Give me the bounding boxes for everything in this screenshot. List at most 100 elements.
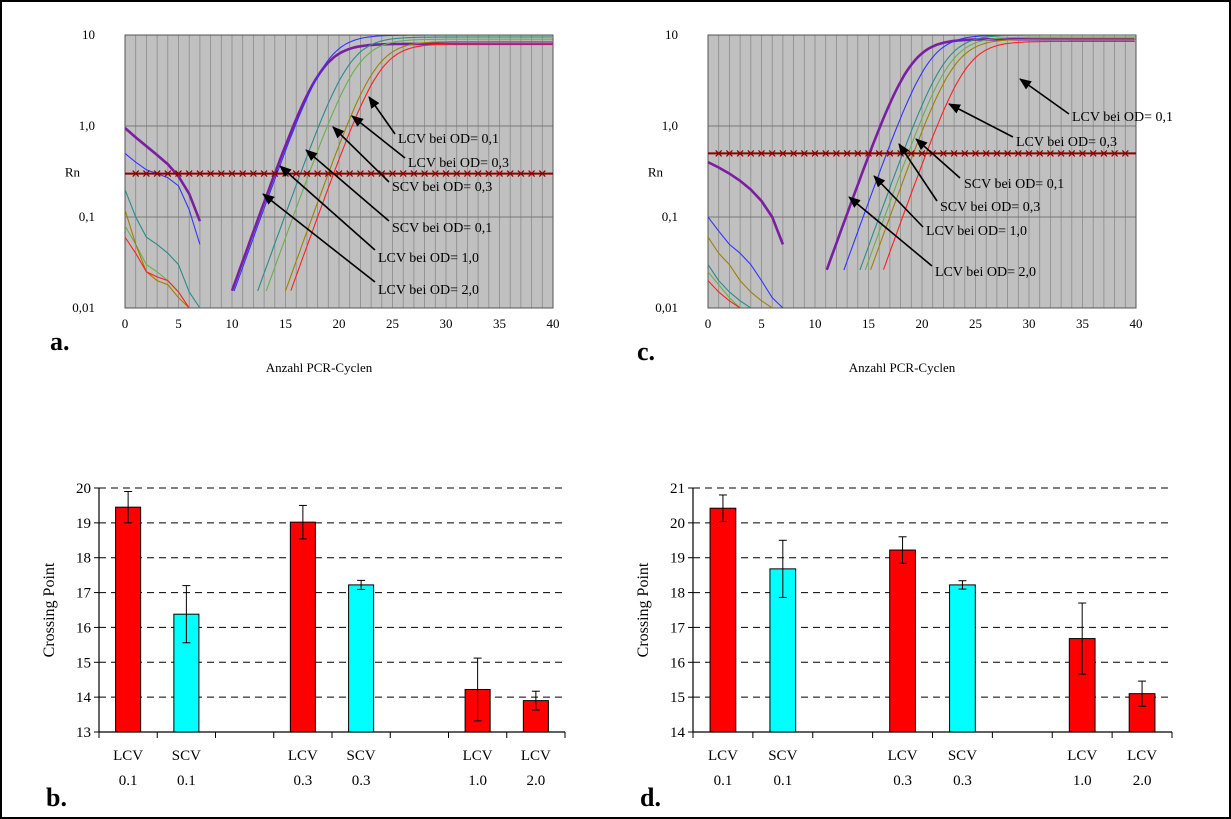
threshold-marker [239, 170, 247, 178]
x-tick-label: 5 [175, 316, 182, 331]
threshold-marker [153, 170, 161, 178]
plot-border [124, 34, 554, 309]
threshold-marker [367, 170, 375, 178]
threshold-marker [918, 149, 926, 157]
threshold-marker [399, 170, 407, 178]
annotation-arrow [1019, 78, 1070, 115]
threshold-marker [442, 170, 450, 178]
threshold-marker [196, 170, 204, 178]
threshold-marker [1036, 149, 1044, 157]
threshold-marker [496, 170, 503, 178]
threshold-marker [1057, 149, 1065, 157]
x-tick-label: 10 [226, 316, 239, 331]
annotation-arrow [305, 149, 390, 222]
annotation-arrow [279, 165, 376, 251]
category-value: 0.3 [893, 773, 912, 789]
y-tick-label: 14 [670, 725, 686, 741]
category-label: LCV [1127, 748, 1157, 764]
x-tick-label: 15 [279, 316, 292, 331]
threshold-marker [463, 170, 471, 178]
threshold-marker [1014, 149, 1022, 157]
x-tick-label: 40 [1130, 316, 1143, 331]
y-tick-label: 1,0 [79, 118, 95, 133]
threshold-marker [982, 149, 990, 157]
threshold-marker [800, 149, 808, 157]
threshold-marker [993, 149, 1001, 157]
x-tick-label: 35 [493, 316, 506, 331]
threshold-marker [506, 170, 514, 178]
threshold-marker [1068, 149, 1076, 157]
category-label: LCV [463, 748, 493, 764]
annotation-label: LCV bei OD= 2,0 [935, 265, 1036, 280]
annotation-label: LCV bei OD= 0,1 [1072, 110, 1173, 125]
annotation-label: LCV bei OD= 0,3 [1016, 135, 1117, 150]
annotation-label: LCV bei OD= 0,1 [398, 132, 499, 147]
y-tick-label: 16 [670, 655, 686, 671]
category-value: 2.0 [527, 773, 546, 789]
threshold-marker [1111, 149, 1119, 157]
curve-early-segment [125, 152, 201, 245]
panel-label: a. [50, 327, 70, 356]
category-value: 0.3 [294, 773, 313, 789]
category-label: SCV [172, 748, 201, 764]
annotation-label: SCV bei OD= 0,1 [392, 221, 492, 236]
category-value: 2.0 [1133, 773, 1152, 789]
annotation-arrow [332, 126, 390, 183]
category-label: SCV [347, 748, 376, 764]
category-value: 0.1 [714, 773, 733, 789]
category-label: LCV [521, 748, 551, 764]
threshold-marker [961, 149, 969, 157]
threshold-marker [843, 149, 851, 157]
bar [115, 506, 142, 733]
category-value: 0.1 [773, 773, 792, 789]
threshold-marker [972, 149, 979, 157]
y-tick-label: 20 [670, 516, 685, 532]
threshold-marker [1046, 149, 1054, 157]
y-tick-label: 16 [76, 620, 92, 636]
y-tick-label: 17 [670, 620, 686, 636]
threshold-marker [822, 149, 830, 157]
threshold-marker [164, 170, 172, 178]
y-tick-label: 10 [82, 27, 95, 42]
threshold-marker [865, 149, 872, 157]
threshold-marker [758, 149, 765, 157]
amplification-curve [284, 40, 553, 291]
x-tick-label: 30 [1023, 316, 1036, 331]
annotation-arrow [898, 143, 938, 202]
threshold-marker [886, 149, 894, 157]
x-tick-label: 10 [809, 316, 822, 331]
threshold-marker [907, 149, 915, 157]
annotation-label: SCV bei OD= 0,3 [940, 200, 1040, 215]
category-value: 1.0 [1073, 773, 1092, 789]
bar [348, 584, 375, 733]
panel-label: c. [637, 337, 655, 366]
threshold-marker [1004, 149, 1012, 157]
threshold-marker [271, 170, 279, 178]
threshold-marker [207, 170, 215, 178]
annotation-arrow [948, 103, 1014, 138]
threshold-marker [1089, 149, 1097, 157]
threshold-marker [1100, 149, 1108, 157]
annotation-label: LCV bei OD= 2,0 [378, 283, 479, 298]
amplification-curve [870, 38, 1136, 270]
y-tick-label: 18 [670, 586, 685, 602]
y-tick-label: 15 [76, 655, 91, 671]
threshold-marker [528, 170, 536, 178]
curve-early-segment [125, 189, 201, 308]
annotation-arrow [368, 96, 396, 135]
threshold-marker [142, 170, 150, 178]
x-tick-label: 35 [1076, 316, 1089, 331]
panel-label: d. [640, 783, 661, 812]
threshold-marker [421, 170, 429, 178]
y-tick-label: 17 [76, 586, 92, 602]
threshold-marker [538, 170, 546, 178]
threshold-marker [217, 170, 225, 178]
y-tick-label: 20 [76, 481, 91, 497]
category-label: LCV [708, 748, 738, 764]
threshold-marker [185, 170, 193, 178]
threshold-marker [132, 170, 140, 178]
annotation-label: LCV bei OD= 1,0 [378, 251, 479, 266]
threshold-marker [715, 149, 723, 157]
curve-early-segment [708, 236, 773, 308]
